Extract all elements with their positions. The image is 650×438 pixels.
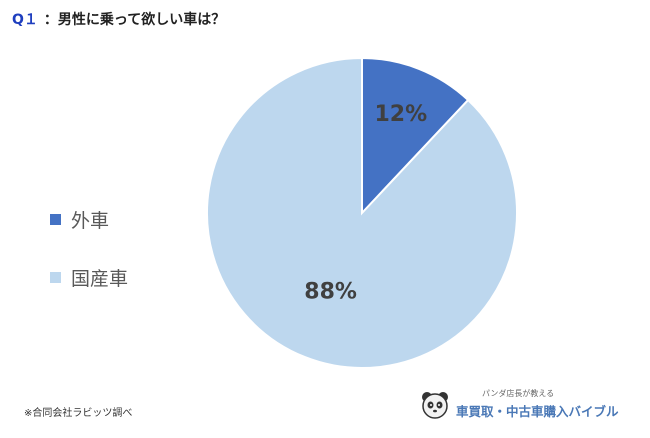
pie-slice-1 xyxy=(206,56,518,369)
panda-icon xyxy=(422,392,448,419)
brand-name: 車買取・中古車購入バイブル xyxy=(456,404,619,419)
legend-label-gaisha: 外車 xyxy=(71,209,110,232)
legend-swatch-gaisha xyxy=(50,213,61,225)
legend: 外車 国産車 xyxy=(50,190,128,306)
brand-tagline: パンダ店長が教える xyxy=(482,389,555,398)
chart-title: Q１ ：男性に乗って欲しい車は？ xyxy=(12,9,225,29)
source-footnote: ※合同会社ラビッツ調べ xyxy=(24,408,133,419)
question-number: Q１ xyxy=(12,12,38,28)
question-text: ：男性に乗って欲しい車は？ xyxy=(43,12,226,28)
brand-logo: パンダ店長が教える 車買取・中古車購入バイブル xyxy=(420,388,619,420)
legend-label-kokusansha: 国産車 xyxy=(71,267,129,290)
pie-slice-0 xyxy=(361,56,470,216)
data-label-0: 12% xyxy=(374,102,427,127)
legend-item-kokusansha: 国産車 xyxy=(50,248,128,306)
data-label-1: 88% xyxy=(304,279,357,304)
legend-item-gaisha: 外車 xyxy=(50,190,128,248)
legend-swatch-kokusansha xyxy=(50,271,61,283)
